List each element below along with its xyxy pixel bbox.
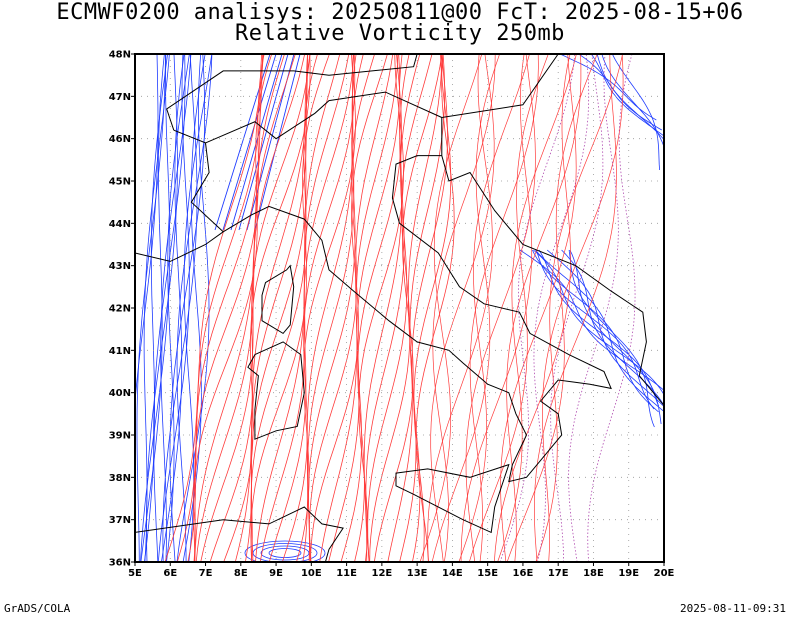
coastline bbox=[205, 91, 443, 156]
negative-contour-line bbox=[590, 54, 664, 137]
positive-contour-line bbox=[500, 54, 577, 562]
negative-contour-line bbox=[601, 54, 664, 149]
footer-timestamp: 2025-08-11-09:31 bbox=[680, 602, 786, 615]
coastline bbox=[261, 264, 295, 335]
positive-contour-line bbox=[427, 54, 493, 562]
positive-contour-line bbox=[328, 54, 399, 562]
negative-contour-line bbox=[176, 54, 210, 562]
coastline bbox=[173, 129, 224, 233]
y-axis-tick-label: 38N bbox=[109, 473, 131, 484]
negative-contour-line bbox=[268, 548, 302, 558]
zero-contour-line bbox=[568, 54, 619, 562]
positive-contour-line bbox=[458, 54, 530, 562]
positive-contour-line bbox=[373, 54, 443, 562]
x-axis-tick-label: 15E bbox=[477, 568, 498, 579]
x-axis-tick-label: 18E bbox=[583, 568, 604, 579]
x-axis-tick-label: 14E bbox=[442, 568, 463, 579]
x-axis-tick-label: 8E bbox=[234, 568, 248, 579]
negative-contour-line bbox=[238, 54, 289, 231]
negative-contour-line bbox=[254, 54, 301, 231]
positive-contour-line bbox=[367, 54, 421, 562]
positive-contour-line bbox=[282, 54, 356, 562]
positive-contour-line bbox=[308, 54, 375, 562]
x-axis-tick-label: 13E bbox=[407, 568, 428, 579]
map-subtitle: Relative Vorticity 250mb bbox=[235, 21, 565, 46]
positive-contour-line bbox=[245, 54, 308, 562]
x-axis-tick-label: 19E bbox=[618, 568, 639, 579]
footer-software-label: GrADS/COLA bbox=[4, 602, 71, 615]
coastline bbox=[135, 506, 344, 562]
negative-contour-line bbox=[230, 54, 283, 231]
x-axis-tick-label: 9E bbox=[269, 568, 283, 579]
positive-contour-line bbox=[493, 54, 571, 562]
coastline bbox=[222, 155, 612, 483]
positive-contour-line bbox=[250, 54, 311, 562]
x-axis-tick-label: 20E bbox=[654, 568, 675, 579]
coastline bbox=[441, 54, 559, 118]
negative-contour-line bbox=[559, 54, 657, 121]
negative-contour-line bbox=[536, 249, 655, 410]
y-axis-tick-label: 43N bbox=[109, 261, 131, 272]
x-axis-tick-label: 6E bbox=[163, 568, 177, 579]
coastline bbox=[441, 155, 664, 406]
zero-contour-line bbox=[587, 54, 636, 562]
negative-contour-line bbox=[176, 54, 213, 562]
y-axis-tick-label: 47N bbox=[109, 92, 131, 103]
negative-contour-line bbox=[535, 249, 664, 413]
negative-contour-line bbox=[135, 54, 159, 407]
positive-contour-line bbox=[506, 54, 598, 562]
y-axis-tick-label: 36N bbox=[109, 558, 131, 569]
positive-contour-line bbox=[430, 54, 495, 562]
x-axis-tick-label: 17E bbox=[548, 568, 569, 579]
negative-contour-line bbox=[611, 54, 660, 171]
positive-contour-line bbox=[542, 54, 624, 562]
coastline bbox=[247, 341, 305, 440]
negative-contour-line bbox=[222, 54, 277, 231]
negative-contour-line bbox=[546, 249, 664, 408]
x-axis-tick-label: 11E bbox=[336, 568, 357, 579]
positive-contour-line bbox=[307, 54, 357, 562]
negative-contour-line bbox=[161, 54, 185, 562]
negative-contour-line bbox=[533, 249, 664, 396]
negative-contour-line bbox=[140, 54, 171, 562]
positive-contour-line bbox=[469, 54, 539, 562]
negative-contour-line bbox=[183, 54, 213, 562]
y-axis-tick-label: 41N bbox=[109, 346, 131, 357]
y-axis-tick-label: 45N bbox=[109, 177, 131, 188]
coastline bbox=[135, 231, 224, 262]
y-axis-tick-label: 39N bbox=[109, 431, 131, 442]
y-axis-tick-label: 48N bbox=[109, 50, 131, 61]
map-title: ECMWF0200 analisys: 20250811@00 FcT: 202… bbox=[56, 0, 744, 25]
negative-contour-line bbox=[143, 54, 170, 562]
x-axis-tick-label: 10E bbox=[301, 568, 322, 579]
positive-contour-line bbox=[259, 54, 350, 562]
coastline bbox=[166, 54, 418, 131]
x-axis-tick-label: 7E bbox=[199, 568, 213, 579]
y-axis-tick-label: 46N bbox=[109, 134, 131, 145]
negative-contour-line bbox=[136, 54, 166, 562]
y-axis-tick-label: 42N bbox=[109, 304, 131, 315]
x-axis-tick-label: 5E bbox=[128, 568, 142, 579]
positive-contour-line bbox=[164, 54, 264, 562]
negative-contour-line bbox=[596, 54, 664, 141]
y-axis-tick-label: 40N bbox=[109, 388, 131, 399]
negative-contour-line bbox=[166, 54, 190, 562]
negative-contour-line bbox=[244, 540, 326, 562]
x-axis-tick-label: 12E bbox=[371, 568, 392, 579]
negative-contour-line bbox=[144, 54, 168, 562]
negative-contour-line bbox=[568, 249, 655, 428]
coastline bbox=[395, 463, 510, 534]
x-axis-tick-label: 16E bbox=[513, 568, 534, 579]
negative-contour-line bbox=[538, 249, 659, 407]
y-axis-tick-label: 37N bbox=[109, 515, 131, 526]
positive-contour-line bbox=[413, 54, 452, 562]
y-axis-tick-label: 44N bbox=[109, 219, 131, 230]
positive-contour-line bbox=[354, 54, 402, 562]
